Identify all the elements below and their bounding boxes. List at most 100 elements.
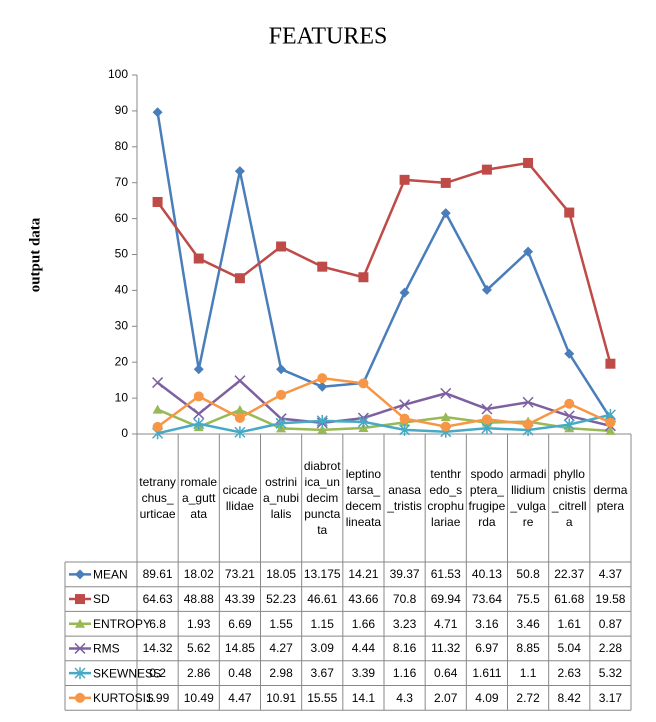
y-tick-label: 50 bbox=[115, 247, 129, 261]
series-line bbox=[156, 112, 612, 419]
marker bbox=[399, 174, 410, 185]
table-value: 4.71 bbox=[434, 616, 458, 631]
marker bbox=[358, 272, 369, 283]
marker bbox=[399, 423, 411, 436]
category-label: dermaptera bbox=[593, 483, 628, 513]
table-value: 22.37 bbox=[554, 567, 585, 582]
y-tick-label: 40 bbox=[115, 283, 129, 297]
table-value: 14.1 bbox=[351, 690, 376, 705]
marker bbox=[564, 398, 575, 409]
marker bbox=[193, 253, 204, 264]
marker bbox=[152, 404, 163, 414]
series-line bbox=[156, 379, 611, 428]
table-value: 8.16 bbox=[392, 641, 417, 656]
table-value: 39.37 bbox=[389, 567, 420, 582]
table-value: 11.32 bbox=[431, 641, 461, 656]
marker bbox=[317, 261, 328, 272]
table-value: 10.91 bbox=[266, 690, 297, 705]
y-tick-label: 80 bbox=[115, 139, 129, 153]
table-value: 43.66 bbox=[348, 592, 379, 607]
table-value: 61.68 bbox=[554, 592, 585, 607]
marker bbox=[276, 389, 287, 400]
table-value: 48.88 bbox=[183, 592, 214, 607]
table-value: 3.09 bbox=[310, 641, 334, 656]
table-value: 15.55 bbox=[307, 690, 338, 705]
marker bbox=[275, 417, 287, 430]
table-value: 69.94 bbox=[430, 592, 461, 607]
marker bbox=[234, 404, 245, 414]
marker bbox=[358, 378, 369, 389]
table-value: 14.85 bbox=[224, 641, 255, 656]
marker bbox=[440, 421, 451, 432]
table-value: 43.39 bbox=[224, 592, 255, 607]
category-label: diabrotica_undecimpunctata bbox=[303, 459, 341, 537]
table-value: 14.21 bbox=[348, 567, 379, 582]
table-value: 1.55 bbox=[269, 616, 293, 631]
legend-label: KURTOSIS bbox=[93, 691, 154, 705]
marker bbox=[234, 375, 246, 387]
y-tick-label: 70 bbox=[115, 175, 129, 189]
table-value: 2.28 bbox=[598, 641, 623, 656]
marker bbox=[522, 396, 534, 408]
table-value: 3.39 bbox=[351, 666, 376, 681]
legend-marker bbox=[74, 642, 86, 654]
marker bbox=[564, 207, 575, 218]
category-label: spodoptera_frugiperda bbox=[468, 467, 506, 529]
table-value: 46.61 bbox=[307, 592, 338, 607]
y-tick-label: 90 bbox=[115, 103, 129, 117]
series-line bbox=[156, 161, 612, 365]
marker bbox=[481, 164, 492, 175]
y-tick-label: 0 bbox=[121, 426, 128, 440]
marker bbox=[234, 166, 245, 177]
legend-label: SD bbox=[93, 592, 110, 606]
table-value: 5.04 bbox=[557, 641, 581, 656]
marker bbox=[563, 410, 575, 422]
table-value: 18.02 bbox=[183, 567, 214, 582]
category-label: romalea_guttata bbox=[180, 475, 218, 521]
category-label: tetranychus_urticae bbox=[139, 475, 176, 521]
y-tick-label: 60 bbox=[115, 211, 129, 225]
table-value: 64.63 bbox=[142, 592, 173, 607]
table-value: 6.97 bbox=[475, 641, 499, 656]
table-value: 1.15 bbox=[310, 616, 334, 631]
table-value: 3.67 bbox=[310, 666, 334, 681]
marker bbox=[234, 273, 245, 284]
table-value: 40.13 bbox=[471, 567, 502, 582]
table-value: 8.42 bbox=[557, 690, 581, 705]
marker bbox=[523, 246, 534, 257]
table-value: 70.8 bbox=[392, 592, 417, 607]
table-value: 50.8 bbox=[516, 567, 540, 582]
marker bbox=[523, 157, 534, 168]
category-label: armadillidium_vulgare bbox=[509, 467, 547, 529]
marker bbox=[193, 391, 204, 402]
table-value: 6.8 bbox=[149, 616, 166, 631]
table-value: 13.175 bbox=[303, 567, 341, 582]
marker bbox=[193, 408, 205, 420]
category-label: ostrinia_nubilalis bbox=[263, 475, 300, 521]
table-value: 4.09 bbox=[475, 690, 499, 705]
legend-label: MEAN bbox=[93, 568, 128, 582]
marker bbox=[440, 208, 451, 219]
table-value: 4.27 bbox=[269, 641, 293, 656]
table-value: 4.37 bbox=[598, 567, 623, 582]
marker bbox=[605, 425, 616, 435]
table-value: 1.66 bbox=[351, 616, 376, 631]
table-value: 1.1 bbox=[519, 666, 537, 681]
table-value: 3.46 bbox=[516, 616, 540, 631]
y-tick-label: 100 bbox=[108, 67, 128, 81]
table-value: 4.47 bbox=[228, 690, 252, 705]
category-label: phyllocnistis_citrella bbox=[551, 467, 587, 529]
legend-marker bbox=[75, 594, 85, 605]
marker bbox=[317, 373, 328, 384]
table-value: 3.17 bbox=[598, 690, 623, 705]
marker bbox=[481, 414, 492, 425]
table-value: 5.62 bbox=[187, 641, 211, 656]
table-value: 0.2 bbox=[149, 666, 166, 681]
legend-marker bbox=[75, 618, 85, 628]
category-label: cicadellidae bbox=[222, 483, 258, 513]
table-value: 4.3 bbox=[396, 690, 413, 705]
table-value: 2.98 bbox=[269, 666, 293, 681]
category-label: tenthredo_scrophulariae bbox=[427, 467, 465, 529]
table-value: 6.69 bbox=[228, 616, 252, 631]
